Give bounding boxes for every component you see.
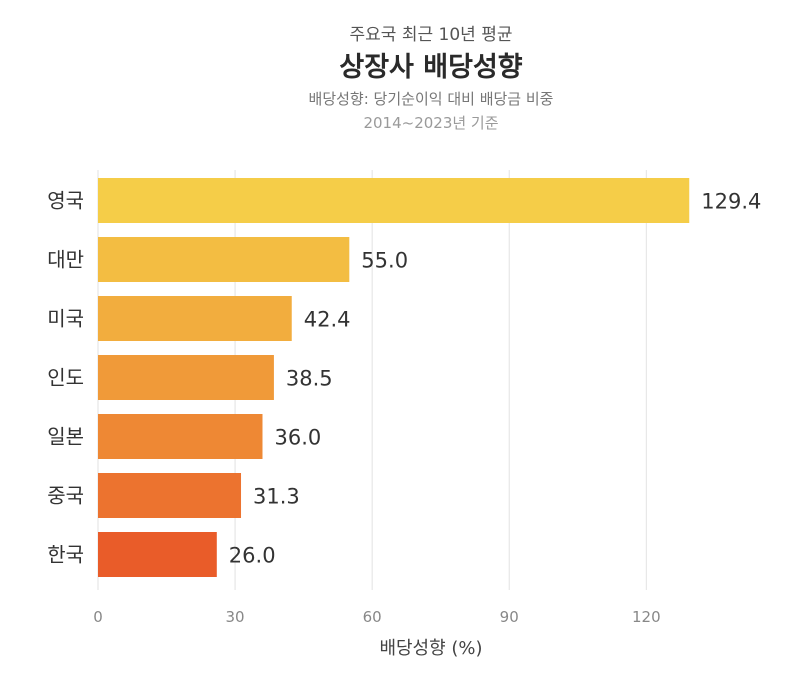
- value-label: 31.3: [253, 485, 300, 509]
- x-axis-label: 배당성향 (%): [379, 638, 482, 659]
- x-tick-label: 30: [226, 608, 245, 626]
- bar-6: [98, 532, 217, 577]
- bar-0: [98, 178, 690, 223]
- category-label: 중국: [47, 484, 84, 508]
- labels: 영국 129.4 대만 55.0 미국 42.4 인도 38.5 일본 36.0 중국 31.3 한국 2…: [47, 189, 761, 568]
- bar-1: [98, 237, 350, 282]
- category-label: 일본: [47, 425, 84, 449]
- category-label: 대만: [47, 248, 84, 272]
- category-label: 미국: [47, 307, 84, 331]
- chart-supertitle: 주요국 최근 10년 평균: [350, 25, 513, 45]
- chart-subtitle: 배당성향: 당기순이익 대비 배당금 비중: [309, 90, 554, 108]
- x-tick-label: 90: [500, 608, 519, 626]
- category-label: 영국: [47, 189, 84, 213]
- value-label: 26.0: [229, 544, 276, 568]
- bar-5: [98, 473, 242, 518]
- value-label: 42.4: [304, 308, 351, 332]
- chart-title: 상장사 배당성향: [339, 52, 522, 83]
- x-tick-label: 120: [632, 608, 661, 626]
- bars: [98, 178, 690, 577]
- bar-4: [98, 414, 263, 459]
- chart-period: 2014~2023년 기준: [363, 114, 498, 132]
- bar-3: [98, 355, 274, 400]
- x-axis-ticks: 0 30 60 90 120: [93, 608, 660, 626]
- x-tick-label: 0: [93, 608, 103, 626]
- category-label: 한국: [47, 543, 84, 567]
- value-label: 38.5: [286, 367, 333, 391]
- value-label: 55.0: [361, 249, 408, 273]
- category-label: 인도: [47, 366, 84, 390]
- bar-2: [98, 296, 292, 341]
- value-label: 36.0: [274, 426, 321, 450]
- value-label: 129.4: [701, 190, 761, 214]
- x-tick-label: 60: [363, 608, 382, 626]
